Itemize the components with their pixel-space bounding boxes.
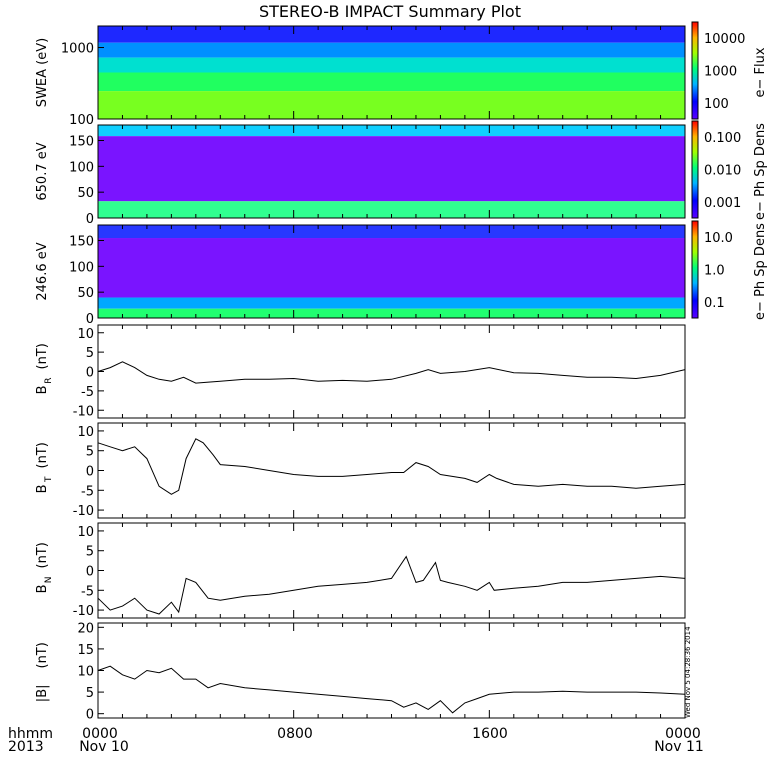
y-tick-label: 5 bbox=[86, 686, 94, 701]
panel-frame bbox=[97, 422, 686, 519]
y-tick-label: 50 bbox=[77, 186, 94, 201]
y-tick-label: 5 bbox=[86, 346, 94, 361]
y-tick-label: 0 bbox=[86, 565, 94, 580]
panel-ylabel-main: B bbox=[35, 386, 50, 395]
panel-ylabel-main: B bbox=[35, 485, 50, 494]
panel-ylabel: 246.6 eV bbox=[35, 242, 50, 300]
spectrogram-band bbox=[98, 72, 685, 92]
x-left-label-year: 2013 bbox=[8, 739, 44, 755]
y-tick-label: 50 bbox=[77, 286, 94, 301]
x-date-label-start: Nov 10 bbox=[79, 739, 129, 755]
x-tick-label-end: 0000 bbox=[665, 726, 701, 742]
y-tick-label: 10 bbox=[77, 525, 94, 540]
y-tick-label: 150 bbox=[69, 135, 94, 150]
colorbar-tick-label: 10.0 bbox=[704, 231, 733, 246]
colorbar-tick-label: 0.100 bbox=[704, 131, 741, 146]
y-tick-label: 100 bbox=[69, 260, 94, 275]
y-tick-label: 10 bbox=[77, 425, 94, 440]
spectrogram-band bbox=[98, 91, 685, 119]
x-tick-label-0800: 0800 bbox=[277, 726, 313, 742]
panel-ylabel-unit: (nT) bbox=[35, 542, 50, 568]
y-tick-label: 5 bbox=[86, 445, 94, 460]
x-date-label-end: Nov 11 bbox=[654, 739, 704, 755]
panel-ylabel-unit: (nT) bbox=[35, 343, 50, 369]
generation-timestamp: Wed Nov 5 04:28:36 2014 bbox=[684, 626, 692, 718]
panel-ylabel-sub: R bbox=[44, 378, 54, 384]
panel-ylabel-unit: (nT) bbox=[35, 642, 50, 668]
colorbar-label: e− Flux bbox=[753, 47, 768, 97]
plot-title: STEREO-B IMPACT Summary Plot bbox=[259, 2, 521, 21]
spectrogram-band bbox=[98, 308, 685, 318]
panel-ylabel-sub: N bbox=[44, 577, 54, 584]
y-tick-label: -5 bbox=[81, 584, 94, 599]
colorbar-tick-label: 0.1 bbox=[704, 296, 725, 311]
y-tick-label: 0 bbox=[86, 708, 94, 723]
y-tick-label: 20 bbox=[77, 621, 94, 636]
colorbar-tick-label: 10000 bbox=[704, 32, 745, 47]
spectrogram-band bbox=[98, 201, 685, 218]
series-line bbox=[97, 665, 686, 714]
spectrogram-band bbox=[98, 26, 685, 43]
y-tick-label: 5 bbox=[86, 545, 94, 560]
y-tick-label: 100 bbox=[69, 160, 94, 175]
panel-ylabel: SWEA (eV) bbox=[35, 38, 50, 107]
colorbar-tick-label: 100 bbox=[704, 97, 729, 112]
colorbar-label: e− Ph Sp Dens bbox=[753, 123, 768, 220]
y-tick-label: -10 bbox=[73, 604, 94, 619]
colorbar-tick-label: 0.010 bbox=[704, 164, 741, 179]
series-line bbox=[97, 555, 686, 615]
colorbar bbox=[691, 120, 699, 219]
y-tick-label: -10 bbox=[73, 404, 94, 419]
panel-ylabel-unit: (nT) bbox=[35, 442, 50, 468]
panel-ylabel-main: |B| bbox=[35, 685, 50, 703]
panel-ylabel-sub: T bbox=[44, 476, 54, 483]
spectrogram-band bbox=[98, 238, 685, 298]
panel-frame bbox=[97, 324, 686, 419]
panel-ylabel: 650.7 eV bbox=[35, 142, 50, 200]
y-tick-label: 150 bbox=[69, 235, 94, 250]
x-left-label-hhmm: hhmm bbox=[8, 726, 53, 742]
y-tick-label: -5 bbox=[81, 385, 94, 400]
y-tick-label: -5 bbox=[81, 484, 94, 499]
spectrogram-band bbox=[98, 136, 685, 202]
colorbar-tick-label: 0.001 bbox=[704, 196, 741, 211]
spectrogram-band bbox=[98, 57, 685, 73]
y-tick-label: 10 bbox=[77, 665, 94, 680]
y-tick-label: 15 bbox=[77, 643, 94, 658]
spectrogram-band bbox=[98, 42, 685, 58]
colorbar bbox=[691, 21, 699, 120]
series-line bbox=[97, 438, 686, 495]
series-line bbox=[97, 361, 686, 384]
colorbar-label: e− Ph Sp Dens bbox=[753, 223, 768, 320]
y-tick-label: 100 bbox=[69, 113, 94, 128]
spectrogram-band bbox=[98, 125, 685, 137]
y-tick-label: 1000 bbox=[61, 42, 94, 57]
x-tick-label-1600: 1600 bbox=[472, 726, 508, 742]
colorbar-tick-label: 1000 bbox=[704, 65, 737, 80]
x-tick-label-start: 0000 bbox=[82, 726, 118, 742]
colorbar-tick-label: 1.0 bbox=[704, 264, 725, 279]
panel-frame bbox=[97, 522, 686, 619]
y-tick-label: 0 bbox=[86, 366, 94, 381]
spectrogram-band bbox=[98, 297, 685, 309]
y-tick-label: -10 bbox=[73, 504, 94, 519]
y-tick-label: 0 bbox=[86, 312, 94, 327]
y-tick-label: 10 bbox=[77, 327, 94, 342]
panel-ylabel-main: B bbox=[35, 585, 50, 594]
y-tick-label: 0 bbox=[86, 212, 94, 227]
panel-frame bbox=[97, 622, 686, 719]
y-tick-label: 0 bbox=[86, 465, 94, 480]
colorbar bbox=[691, 220, 699, 319]
